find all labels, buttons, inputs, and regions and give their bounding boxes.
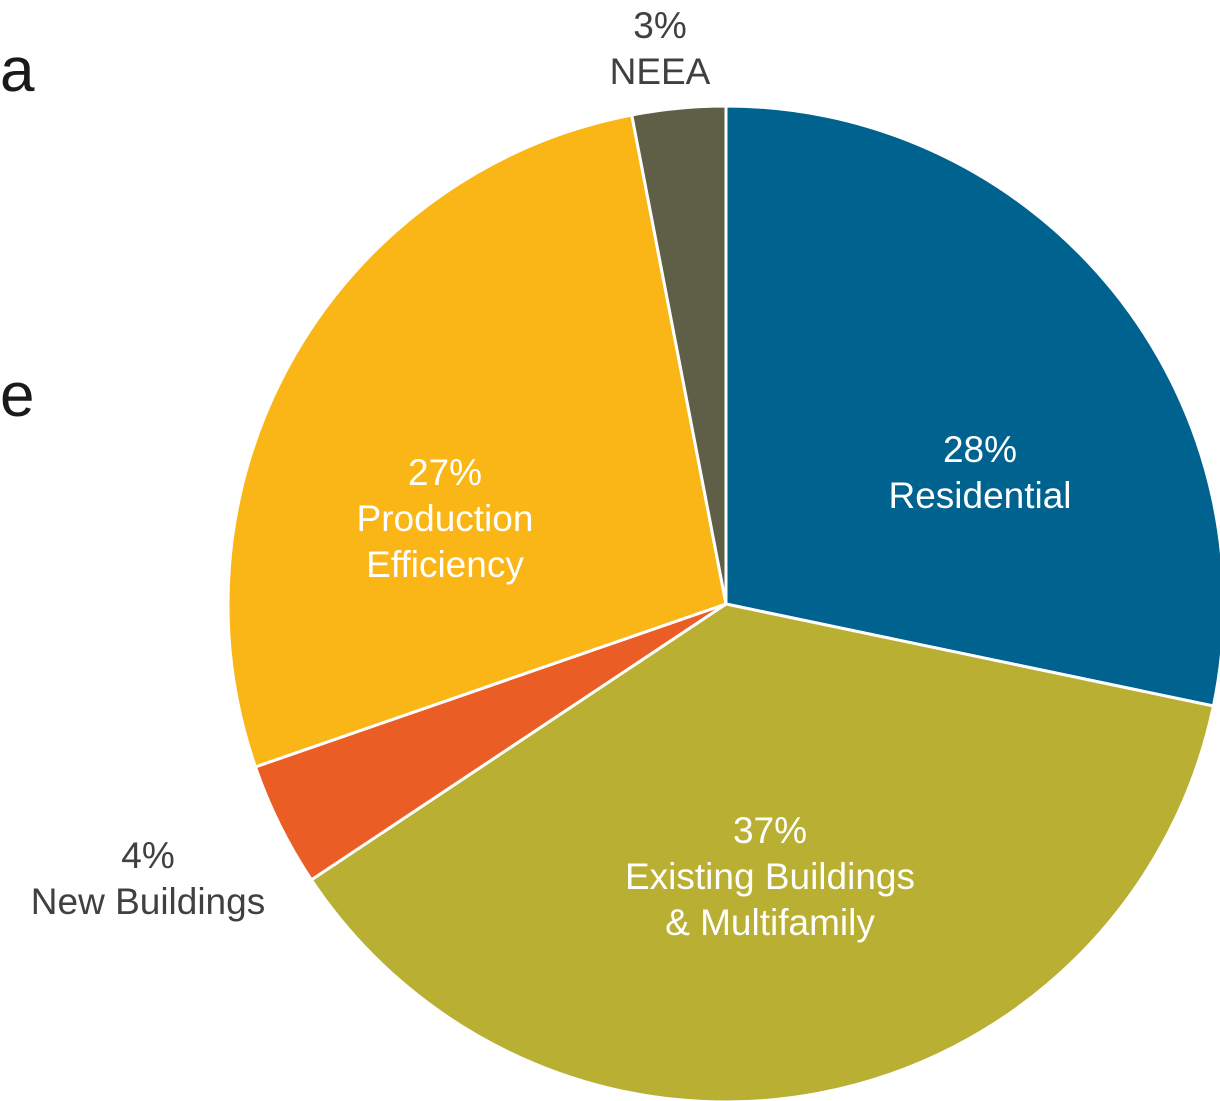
- cropped-text-line-1: a: [0, 36, 35, 105]
- label-existing-buildings-and-multifamily: 37% Existing Buildings & Multifamily: [625, 810, 915, 943]
- label-percent: 27%: [408, 452, 482, 493]
- pie-slices: [226, 104, 1220, 1101]
- label-percent: 3%: [633, 5, 686, 46]
- label-neea: 3% NEEA: [610, 5, 711, 92]
- label-percent: 28%: [943, 429, 1017, 470]
- pie-labels: 28% Residential 37% Existing Buildings & Mul…: [31, 5, 1072, 943]
- label-percent: 4%: [121, 835, 174, 876]
- label-category-line: Production: [357, 498, 534, 539]
- label-category-line: New Buildings: [31, 881, 265, 922]
- label-residential: 28% Residential: [888, 429, 1071, 516]
- label-category-line: Existing Buildings: [625, 856, 915, 897]
- label-category-line: Efficiency: [366, 544, 524, 585]
- label-category-line: Residential: [888, 475, 1071, 516]
- label-production-efficiency: 27% Production Efficiency: [357, 452, 534, 585]
- label-percent: 37%: [733, 810, 807, 851]
- label-category-line: & Multifamily: [665, 902, 875, 943]
- slice-production-efficiency: [226, 113, 728, 769]
- label-new-buildings: 4% New Buildings: [31, 835, 265, 922]
- slice-existing-buildings-and-multifamily: [309, 602, 1215, 1101]
- label-category-line: NEEA: [610, 51, 711, 92]
- cropped-text-line-2: e: [0, 361, 35, 430]
- slice-neea: [630, 104, 728, 606]
- slice-residential: [724, 104, 1220, 708]
